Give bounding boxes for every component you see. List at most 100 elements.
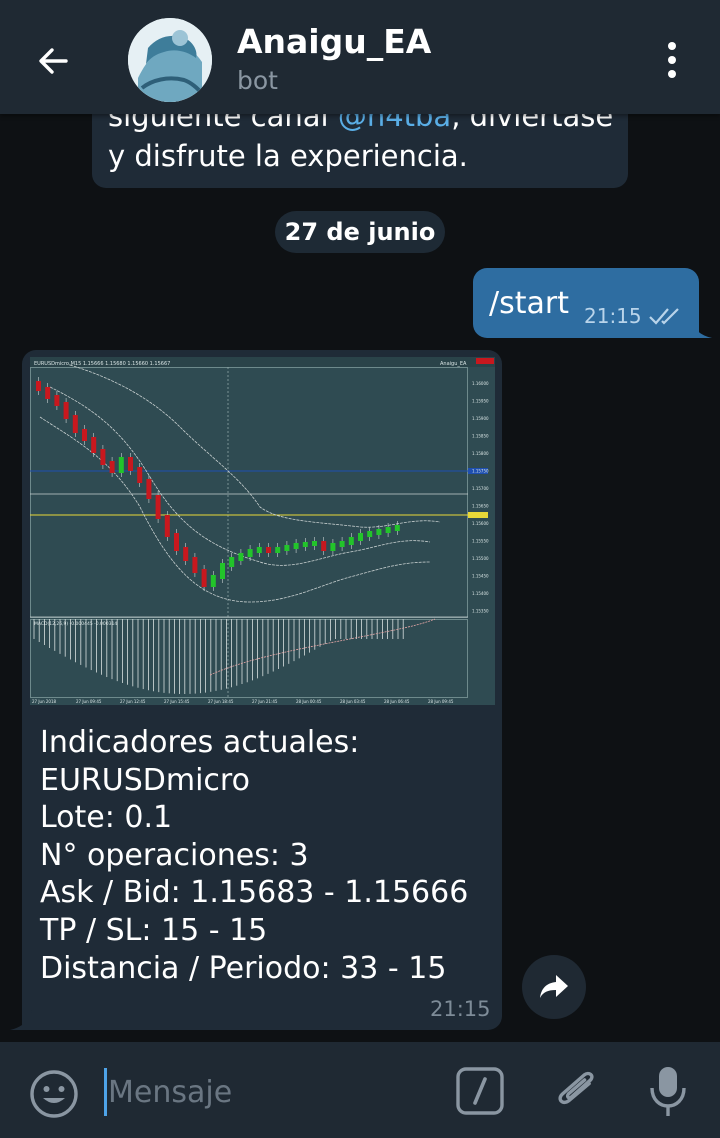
candle-body xyxy=(238,553,244,561)
chart-screenshot-image[interactable]: EURUSDmicro,M15 1.15666 1.15680 1.15660 … xyxy=(30,357,495,705)
candle-body xyxy=(82,429,87,441)
candle-body xyxy=(183,547,189,561)
candle-body xyxy=(118,457,124,473)
time-axis-label: 27 Jun 21:45 xyxy=(252,699,278,704)
candle-body xyxy=(256,547,262,553)
price-axis-label: 1.15600 xyxy=(472,521,489,526)
time-axis-label: 27 Jun 12:45 xyxy=(120,699,146,704)
chat-header: Anaigu_EA bot xyxy=(0,0,720,114)
candle-body xyxy=(210,575,216,587)
text-caret xyxy=(104,1068,107,1116)
candle-body xyxy=(192,557,198,573)
candle-body xyxy=(174,533,179,551)
attach-icon[interactable] xyxy=(552,1064,602,1118)
microphone-icon[interactable] xyxy=(648,1064,688,1120)
back-arrow-icon[interactable] xyxy=(30,36,80,86)
candle-body xyxy=(284,545,290,551)
chat-title[interactable]: Anaigu_EA xyxy=(237,22,432,61)
candle-body xyxy=(321,541,327,551)
candle-body xyxy=(293,543,299,549)
time-axis-label: 27 Jun 2018 xyxy=(32,699,57,704)
candle-body xyxy=(247,549,253,557)
price-axis-label: 1.15700 xyxy=(472,486,489,491)
bot-command-icon[interactable] xyxy=(455,1066,505,1116)
outgoing-message-time: 21:15 xyxy=(584,304,642,328)
time-axis-label: 27 Jun 09:45 xyxy=(76,699,102,704)
price-axis-label: 1.15750 xyxy=(472,469,489,474)
message-line-tp-sl: TP / SL: 15 - 15 xyxy=(40,912,268,948)
price-axis-label: 1.15900 xyxy=(472,416,489,421)
price-axis-label: 1.15350 xyxy=(472,609,489,614)
outgoing-message-bubble[interactable] xyxy=(473,268,699,338)
candle-body xyxy=(54,395,60,406)
time-axis-label: 28 Jun 06:45 xyxy=(384,699,410,704)
forward-button[interactable] xyxy=(522,955,586,1019)
more-vertical-icon[interactable] xyxy=(654,38,690,82)
time-axis-label: 27 Jun 15:45 xyxy=(164,699,190,704)
emoji-icon[interactable] xyxy=(28,1068,80,1120)
outgoing-message-text: /start xyxy=(489,286,569,321)
message-line-distance-period: Distancia / Periodo: 33 - 15 xyxy=(40,950,447,986)
price-axis-label: 1.16000 xyxy=(472,381,489,386)
time-axis-label: 28 Jun 00:45 xyxy=(296,699,322,704)
candle-body xyxy=(220,563,225,579)
time-axis-label: 27 Jun 18:45 xyxy=(208,699,234,704)
candle-body xyxy=(312,541,317,546)
candle-body xyxy=(109,461,115,473)
chart-indicator-label: MACD(12,26,9) -0.000445 -0.000314 xyxy=(34,621,117,627)
chart-ea-name: Anaigu_EA xyxy=(440,361,467,367)
candle-body xyxy=(275,547,281,553)
message-line-heading: Indicadores actuales: xyxy=(40,725,360,760)
candle-body xyxy=(394,525,400,531)
message-input[interactable] xyxy=(104,1066,438,1118)
candle-body xyxy=(201,569,207,587)
trading-chart: EURUSDmicro,M15 1.15666 1.15680 1.15660 … xyxy=(30,357,495,705)
outgoing-bubble-tail xyxy=(690,318,712,338)
message-line-operations: N° operaciones: 3 xyxy=(40,837,309,873)
candle-body xyxy=(229,557,235,567)
candle-body xyxy=(91,437,97,453)
candle-body xyxy=(385,527,391,533)
message-line-symbol: EURUSDmicro xyxy=(40,762,250,798)
candle-body xyxy=(45,387,51,399)
time-axis-label: 28 Jun 03:45 xyxy=(340,699,366,704)
avatar-image xyxy=(128,18,212,102)
candle-body xyxy=(36,381,41,391)
incoming-bubble-tail xyxy=(10,1010,32,1030)
price-axis-label: 1.15800 xyxy=(472,451,489,456)
price-axis-label: 1.15950 xyxy=(472,399,489,404)
candle-body xyxy=(348,537,354,545)
message-line-lot: Lote: 0.1 xyxy=(40,800,173,836)
candlesticks xyxy=(36,377,400,591)
previous-message-line2: y disfrute la experiencia. xyxy=(108,139,468,173)
price-axis-label: 1.15400 xyxy=(472,591,489,596)
candle-body xyxy=(266,547,271,553)
candle-body xyxy=(367,531,373,537)
chart-symbol-header: EURUSDmicro,M15 1.15666 1.15680 1.15660 … xyxy=(34,361,170,367)
candle-body xyxy=(128,457,133,471)
candle-body xyxy=(302,542,308,547)
candle-body xyxy=(63,402,69,419)
candle-body xyxy=(100,449,106,465)
double-check-icon xyxy=(649,308,679,325)
price-axis: 1.16000 1.15950 1.15900 1.15850 1.15800 1.157… xyxy=(472,381,489,614)
price-axis-label: 1.15500 xyxy=(472,556,489,561)
incoming-message-time: 21:15 xyxy=(430,997,491,1021)
price-axis-label: 1.15850 xyxy=(472,434,489,439)
candle-body xyxy=(358,533,363,541)
candle-body xyxy=(72,415,78,433)
candle-body xyxy=(376,529,382,535)
chat-subtitle: bot xyxy=(237,66,278,95)
price-axis-label: 1.15450 xyxy=(472,574,489,579)
candle-body xyxy=(339,541,345,547)
candle-body xyxy=(146,479,152,499)
bot-avatar[interactable] xyxy=(128,18,212,102)
message-line-ask-bid: Ask / Bid: 1.15683 - 1.15666 xyxy=(40,875,469,911)
candle-body xyxy=(155,495,161,519)
date-separator: 27 de junio xyxy=(275,211,445,253)
time-axis: 27 Jun 2018 27 Jun 09:45 27 Jun 12:45 27 Ju… xyxy=(32,699,454,704)
price-axis-label: 1.15550 xyxy=(472,539,489,544)
candle-body xyxy=(137,467,143,483)
forward-arrow-icon xyxy=(540,975,568,998)
candle-body xyxy=(164,515,170,537)
